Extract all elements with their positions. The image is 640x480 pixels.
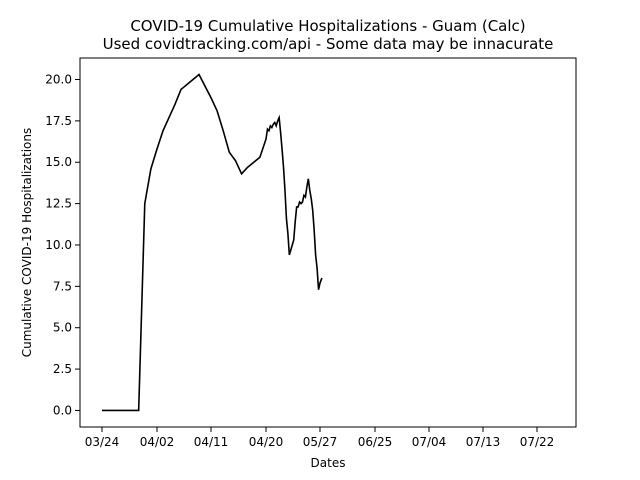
x-tick-label: 04/11: [194, 435, 229, 449]
series-line: [102, 73, 323, 412]
y-tick-label: 7.5: [53, 279, 72, 293]
y-tick-label: 5.0: [53, 321, 72, 335]
x-tick-label: 05/27: [303, 435, 338, 449]
y-tick-label: 20.0: [45, 73, 72, 87]
x-tick-label: 07/13: [466, 435, 501, 449]
plot-area: [79, 57, 577, 428]
x-tick-label: 07/04: [412, 435, 447, 449]
x-tick-label: 06/25: [358, 435, 393, 449]
x-tick-label: 07/22: [520, 435, 555, 449]
y-axis: 0.0 2.5 5.0 7.5 10.0 12.5 15.0 17.5 20.0: [45, 73, 80, 417]
y-axis-label: Cumulative COVID-19 Hospitalizations: [20, 128, 34, 358]
chart-title: COVID-19 Cumulative Hospitalizations - G…: [130, 17, 525, 35]
chart-subtitle: Used covidtracking.com/api - Some data m…: [103, 35, 554, 53]
y-tick-label: 0.0: [53, 403, 72, 417]
x-axis: 03/24 04/02 04/11 04/20 05/27 06/25 07/04 07/13…: [85, 427, 555, 449]
y-tick-label: 15.0: [45, 155, 72, 169]
y-tick-label: 10.0: [45, 238, 72, 252]
x-tick-label: 04/02: [140, 435, 175, 449]
x-axis-label: Dates: [311, 456, 346, 470]
x-tick-label: 04/20: [249, 435, 284, 449]
y-tick-label: 2.5: [53, 362, 72, 376]
y-tick-label: 17.5: [45, 114, 72, 128]
x-tick-label: 03/24: [85, 435, 120, 449]
y-tick-label: 12.5: [45, 197, 72, 211]
